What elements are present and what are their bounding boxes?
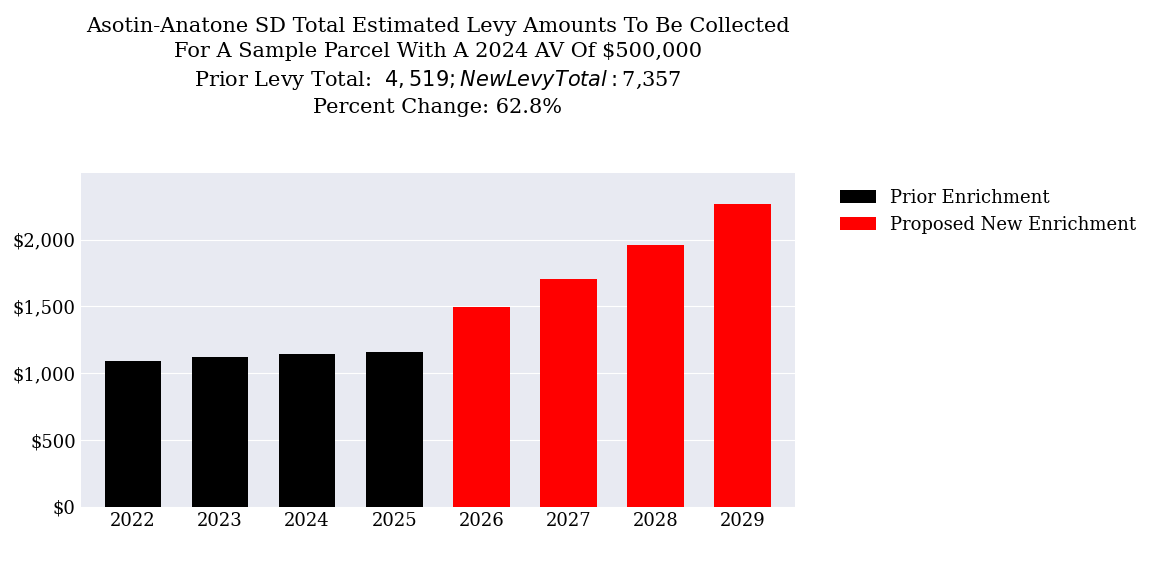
Bar bbox=[627, 245, 684, 507]
Bar bbox=[714, 203, 771, 507]
Bar bbox=[191, 357, 249, 507]
Bar bbox=[540, 279, 597, 507]
Bar bbox=[366, 352, 423, 507]
Bar bbox=[105, 361, 161, 507]
Legend: Prior Enrichment, Proposed New Enrichment: Prior Enrichment, Proposed New Enrichmen… bbox=[833, 182, 1144, 241]
Text: Asotin-Anatone SD Total Estimated Levy Amounts To Be Collected
For A Sample Parc: Asotin-Anatone SD Total Estimated Levy A… bbox=[86, 17, 789, 118]
Bar bbox=[279, 354, 335, 507]
Bar bbox=[453, 307, 509, 507]
